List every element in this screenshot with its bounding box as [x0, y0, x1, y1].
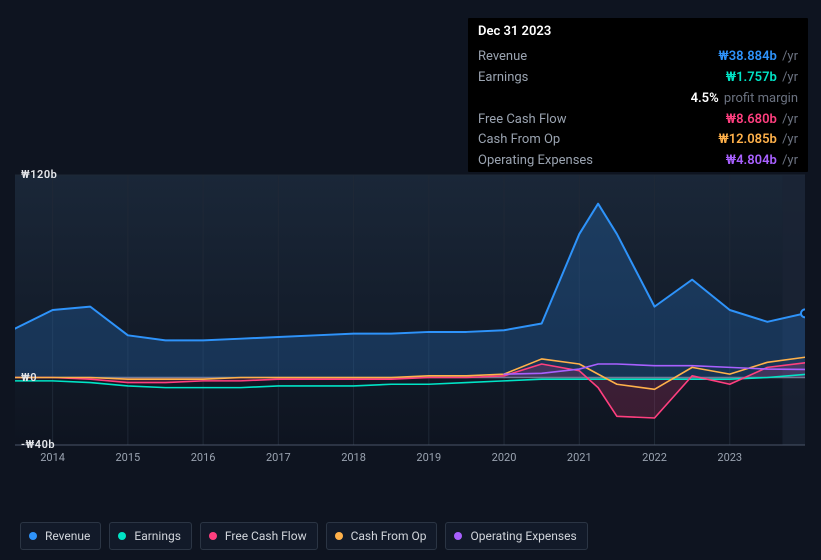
chart-area: ₩120b ₩0 -₩40b2014 2015 2016 2017 2018 2019 2020… [15, 160, 805, 480]
x-axis-label: 2019 [416, 451, 441, 464]
tooltip-row: Revenue ₩38.884b /yr [468, 47, 808, 68]
tooltip-row-label: Earnings [478, 70, 528, 87]
tooltip-row-label: Cash From Op [478, 132, 560, 149]
tooltip-row-value: 4.5% profit margin [691, 91, 798, 108]
x-axis-label: 2018 [341, 451, 366, 464]
legend-dot [335, 532, 343, 540]
legend-dot [209, 532, 217, 540]
legend-label: Earnings [134, 529, 181, 543]
chart-svg [15, 160, 805, 490]
tooltip-row-label: Revenue [478, 49, 527, 66]
legend-dot [29, 532, 37, 540]
tooltip-row-value: ₩38.884b /yr [718, 49, 798, 66]
legend-item[interactable]: Operating Expenses [445, 522, 587, 550]
legend-dot [454, 532, 462, 540]
y-axis-label: -₩40b [21, 438, 55, 451]
legend-label: Free Cash Flow [225, 529, 307, 543]
x-axis-label: 2021 [567, 451, 592, 464]
legend-label: Operating Expenses [470, 529, 576, 543]
tooltip-row-value: ₩8.680b /yr [726, 112, 798, 129]
tooltip-date: Dec 31 2023 [468, 18, 808, 47]
y-axis-label: ₩120b [21, 168, 57, 181]
x-axis-label: 2015 [115, 451, 140, 464]
x-axis-label: 2023 [717, 451, 742, 464]
tooltip-box: Dec 31 2023 Revenue ₩38.884b /yr Earnings ₩… [468, 18, 808, 172]
tooltip-row: Cash From Op ₩12.085b /yr [468, 130, 808, 151]
tooltip-row-value: ₩12.085b /yr [718, 132, 798, 149]
x-axis-label: 2022 [642, 451, 667, 464]
x-axis-label: 2017 [266, 451, 291, 464]
legend-dot [118, 532, 126, 540]
legend-label: Cash From Op [351, 529, 427, 543]
x-axis-label: 2014 [40, 451, 65, 464]
legend-item[interactable]: Earnings [109, 522, 192, 550]
tooltip-row-label: Free Cash Flow [478, 112, 566, 129]
x-axis-label: 2020 [492, 451, 517, 464]
legend-item[interactable]: Revenue [20, 522, 101, 550]
legend-label: Revenue [45, 529, 90, 543]
y-axis-label: ₩0 [21, 371, 37, 384]
tooltip-row: 4.5% profit margin [468, 89, 808, 110]
tooltip-row: Earnings ₩1.757b /yr [468, 68, 808, 89]
tooltip-row-value: ₩1.757b /yr [726, 70, 798, 87]
x-axis-label: 2016 [191, 451, 216, 464]
legend-item[interactable]: Free Cash Flow [200, 522, 318, 550]
tooltip-row: Free Cash Flow ₩8.680b /yr [468, 110, 808, 131]
legend-item[interactable]: Cash From Op [326, 522, 438, 550]
legend: Revenue Earnings Free Cash Flow Cash From O… [20, 522, 588, 550]
